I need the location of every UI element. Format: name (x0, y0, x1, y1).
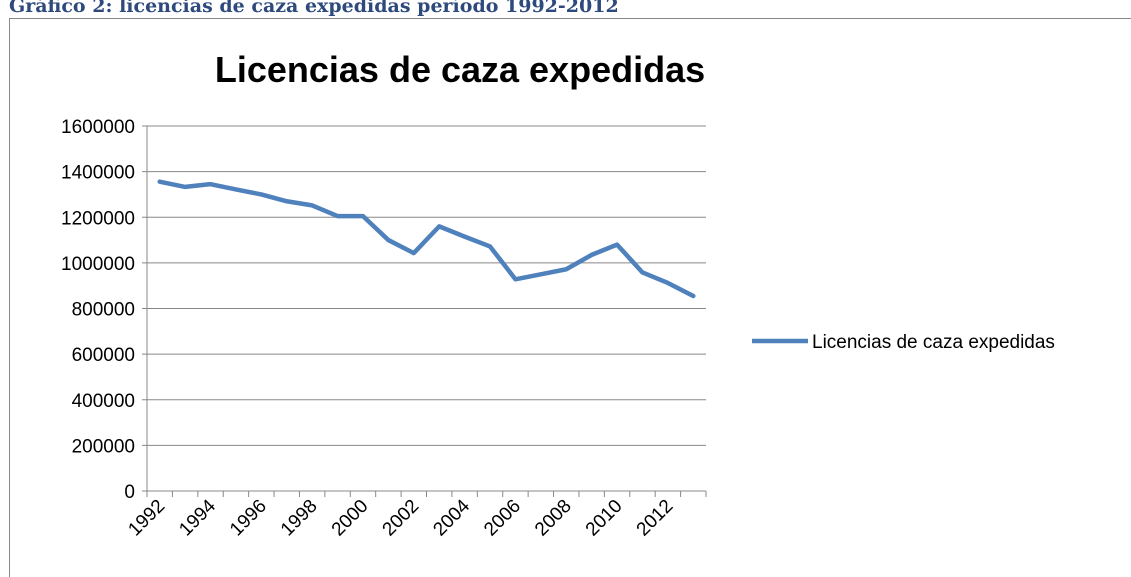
x-tick-label: 2000 (328, 496, 373, 541)
x-tick-label: 2006 (480, 496, 525, 541)
x-tick-label: 2012 (633, 496, 678, 541)
x-tick-label: 2004 (429, 495, 474, 540)
y-tick-label: 600000 (72, 345, 135, 366)
legend-label: Licencias de caza expedidas (812, 332, 1055, 353)
y-tick-label: 1200000 (61, 208, 135, 229)
series-line (157, 179, 696, 299)
chart-frame (9, 18, 1131, 577)
y-tick-label: 1000000 (61, 254, 135, 275)
y-tick-label: 0 (124, 482, 135, 503)
x-tick-label: 1996 (226, 496, 271, 541)
y-tick-label: 800000 (72, 300, 135, 321)
y-tick-label: 200000 (72, 436, 135, 457)
caption: Gráfico 2: licencias de caza expedidas p… (9, 0, 619, 17)
chart-title: Licencias de caza expedidas (215, 49, 705, 90)
x-tick-label: 2008 (531, 496, 576, 541)
x-tick-label: 1994 (175, 495, 220, 540)
x-tick-label: 1998 (277, 496, 322, 541)
y-tick-label: 1400000 (61, 163, 135, 184)
y-tick-label: 1600000 (61, 117, 135, 138)
x-tick-label: 2010 (582, 496, 627, 541)
y-tick-label: 400000 (72, 391, 135, 412)
x-tick-label: 2002 (379, 496, 424, 541)
